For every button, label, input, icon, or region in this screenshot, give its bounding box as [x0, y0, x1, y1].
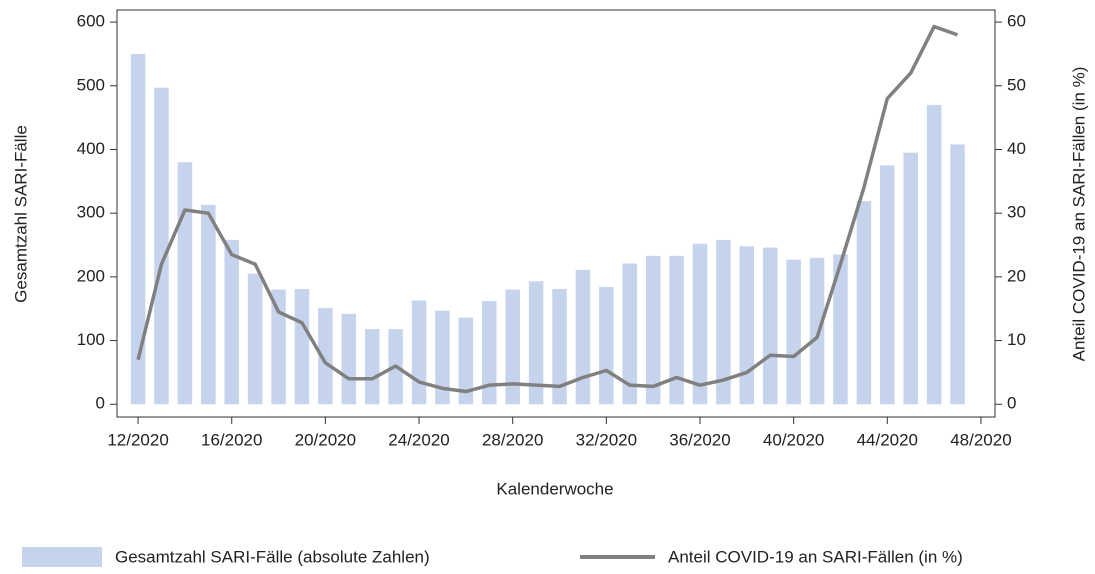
y-axis-label: Gesamtzahl SARI-Fälle — [11, 125, 30, 303]
bar — [411, 300, 427, 405]
y2-tick-label: 50 — [1007, 75, 1026, 94]
bar — [318, 308, 333, 405]
y-tick-label: 400 — [77, 139, 105, 158]
bar — [552, 288, 567, 405]
bar — [528, 281, 544, 405]
bar — [247, 273, 263, 405]
y2-tick-label: 30 — [1007, 203, 1026, 222]
bar — [224, 239, 239, 405]
bar — [669, 255, 684, 405]
bar — [201, 204, 216, 405]
x-tick-label: 44/2020 — [857, 430, 918, 449]
bar — [482, 301, 497, 405]
line — [136, 24, 959, 394]
bar — [622, 263, 638, 405]
y-tick-label: 300 — [77, 203, 105, 222]
bar — [739, 246, 755, 405]
y2-tick-label: 40 — [1007, 139, 1026, 158]
bar — [341, 313, 357, 405]
x-tick-label: 32/2020 — [576, 430, 637, 449]
bar — [599, 287, 614, 405]
y-tick-label: 600 — [77, 12, 105, 31]
y-tick-label: 100 — [77, 330, 105, 349]
bar — [505, 289, 520, 405]
bar — [833, 254, 848, 405]
y-tick-label: 200 — [77, 266, 105, 285]
y2-tick-label: 60 — [1007, 12, 1026, 31]
y2-tick-label: 10 — [1007, 330, 1026, 349]
bar — [950, 144, 965, 405]
bar — [856, 201, 872, 405]
y-tick-label: 0 — [96, 394, 105, 413]
legend-swatch — [22, 547, 102, 567]
bar — [294, 288, 310, 405]
bar — [786, 259, 801, 405]
y2-axis-label: Anteil COVID-19 an SARI-Fällen (in %) — [1069, 67, 1088, 362]
bar — [130, 53, 146, 405]
legend-label: Gesamtzahl SARI-Fälle (absolute Zahlen) — [115, 547, 430, 566]
x-tick-label: 24/2020 — [388, 430, 449, 449]
x-axis-label: Kalenderwoche — [496, 479, 613, 498]
y-tick-label: 500 — [77, 75, 105, 94]
bar — [271, 289, 286, 405]
x-tick-label: 16/2020 — [201, 430, 262, 449]
y2-tick-label: 0 — [1007, 394, 1016, 413]
bar — [154, 87, 169, 405]
bar — [575, 269, 591, 405]
x-tick-label: 20/2020 — [295, 430, 356, 449]
bar — [364, 329, 380, 405]
x-tick-label: 12/2020 — [107, 430, 168, 449]
bar — [645, 255, 661, 405]
bar — [809, 257, 825, 405]
x-tick-label: 36/2020 — [669, 430, 730, 449]
bar — [458, 317, 474, 405]
bar — [435, 310, 450, 405]
x-tick-label: 40/2020 — [763, 430, 824, 449]
legend-label: Anteil COVID-19 an SARI-Fällen (in %) — [668, 547, 963, 566]
bar — [762, 247, 778, 405]
bar — [177, 162, 193, 405]
bar — [903, 152, 918, 405]
bar — [716, 239, 731, 405]
bar — [880, 165, 895, 405]
bar — [926, 104, 942, 405]
x-tick-label: 28/2020 — [482, 430, 543, 449]
bar — [692, 243, 708, 405]
x-tick-label: 48/2020 — [950, 430, 1011, 449]
y2-tick-label: 20 — [1007, 266, 1026, 285]
